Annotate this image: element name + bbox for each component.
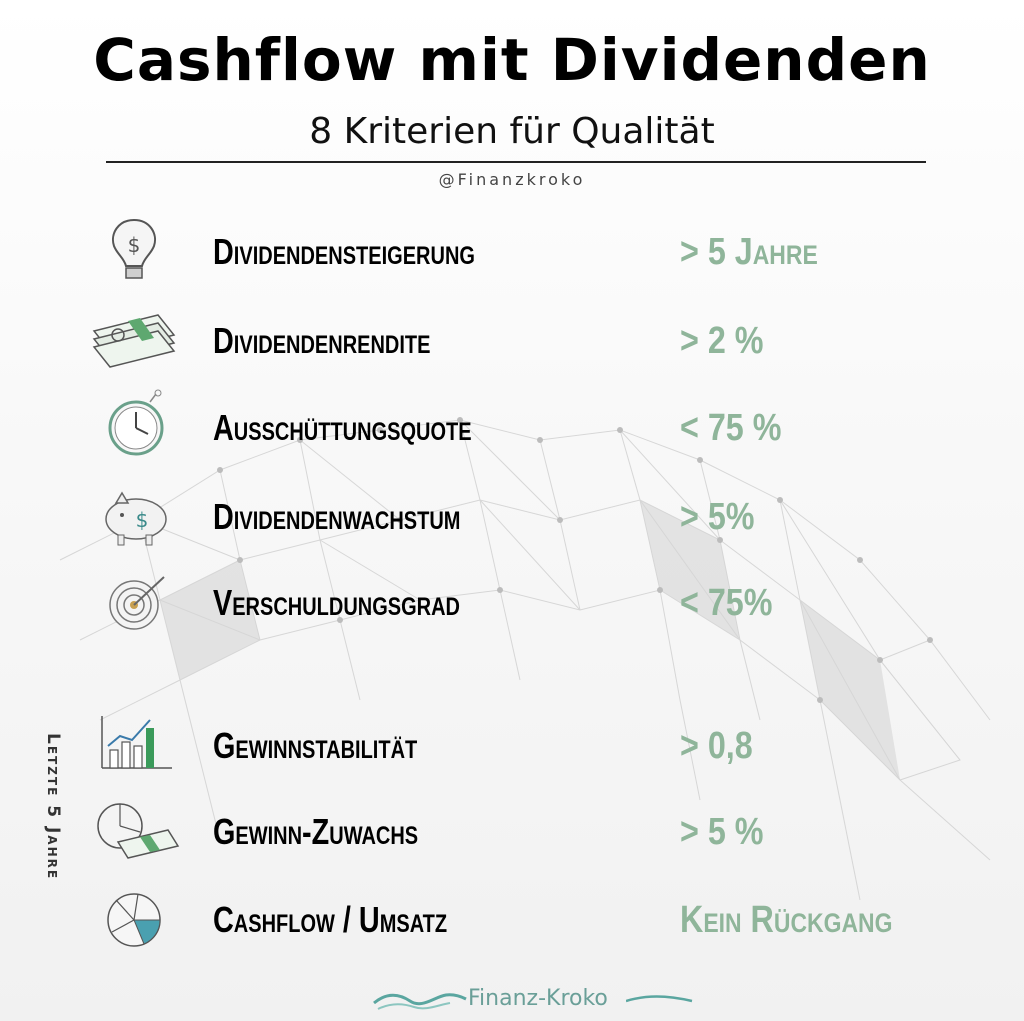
criterion-value: < 75% (680, 582, 773, 624)
bar-chart-icon (101, 716, 172, 769)
criterion-row: $ Dividendensteigerung > 5 Jahre (0, 218, 1024, 282)
criterion-value: < 75 % (680, 407, 782, 449)
piggy-bank-icon: $ (105, 491, 167, 546)
criterion-row: Verschuldungsgrad < 75% (0, 573, 1024, 633)
criterion-row: Ausschüttungsquote < 75 % (0, 389, 1024, 458)
svg-text:$: $ (128, 233, 141, 257)
criterion-label: Dividendensteigerung (213, 231, 475, 272)
criterion-label: Verschuldungsgrad (213, 582, 460, 623)
page-subtitle: 8 Kriterien für Qualität (309, 111, 715, 152)
divider (106, 161, 926, 163)
pie-chart-icon (107, 893, 161, 947)
criterion-label: Ausschüttungsquote (213, 407, 472, 448)
criterion-value: > 5% (680, 496, 755, 538)
criterion-row: Cashflow / Umsatz Kein Rückgang (0, 890, 1024, 950)
brand-name: Finanz-Kroko (468, 986, 608, 1011)
criterion-label: Dividendenwachstum (213, 496, 461, 537)
criterion-label: Gewinnstabilität (213, 725, 418, 766)
criterion-value: > 5 Jahre (680, 231, 818, 273)
svg-text:$: $ (136, 508, 149, 532)
clock-icon (108, 389, 164, 456)
criterion-row: $ Dividendenwachstum > 5% (0, 487, 1024, 547)
criterion-row: Dividendenrendite > 2 % (0, 311, 1024, 371)
crocodile-wave-icon (373, 993, 467, 1010)
criterion-label: Dividendenrendite (213, 320, 431, 361)
lightbulb-dollar-icon: $ (112, 218, 156, 279)
footer-logo: Finanz-Kroko (372, 985, 693, 1015)
criterion-value: > 5 % (680, 811, 764, 853)
side-note-text: Letzte 5 Jahre (43, 733, 63, 881)
target-icon (109, 576, 165, 630)
crocodile-tail-icon (626, 995, 693, 1003)
money-stack-icon (92, 314, 176, 368)
author-handle: @Finanzkroko (438, 170, 586, 189)
criterion-label: Gewinn-Zuwachs (213, 811, 419, 852)
criterion-value: Kein Rückgang (680, 899, 893, 941)
criterion-value: > 0,8 (680, 725, 753, 767)
page-title: Cashflow mit Dividenden (93, 26, 931, 94)
criterion-row: Gewinn-Zuwachs > 5 % (0, 802, 1024, 862)
criterion-row: Gewinnstabilität > 0,8 (0, 716, 1024, 776)
chart-money-icon (97, 803, 180, 859)
criterion-value: > 2 % (680, 320, 764, 362)
criterion-label: Cashflow / Umsatz (213, 899, 448, 940)
